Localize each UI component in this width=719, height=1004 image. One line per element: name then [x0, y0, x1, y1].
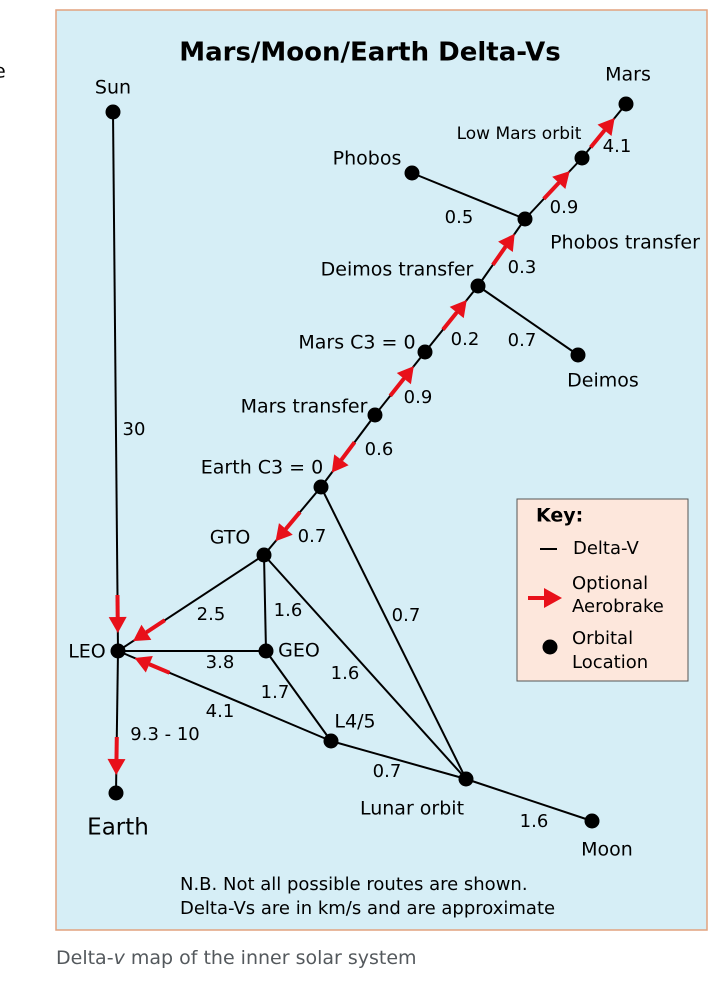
caption-part: v — [114, 947, 126, 969]
delta-v-label: 0.7 — [298, 526, 327, 547]
node-dot — [418, 345, 433, 360]
node-label: Deimos — [567, 370, 639, 392]
key-item: Orbital — [572, 628, 633, 649]
node-label: Earth — [87, 815, 149, 841]
delta-v-label: 0.7 — [373, 761, 402, 782]
caption-part: map of the inner solar system — [125, 947, 417, 969]
node-dot — [109, 786, 124, 801]
delta-v-label: 30 — [123, 419, 146, 440]
node-dot — [324, 734, 339, 749]
node-dot — [471, 279, 486, 294]
key-item: Location — [572, 652, 648, 673]
delta-v-label: 0.9 — [550, 197, 579, 218]
caption-part: Delta- — [56, 947, 114, 969]
node-label: Mars — [605, 64, 651, 86]
delta-v-label: 2.5 — [197, 604, 226, 625]
node-dot — [259, 644, 274, 659]
node-dot — [314, 480, 329, 495]
delta-v-label: 1.6 — [520, 811, 549, 832]
key-item: Optional — [572, 573, 648, 594]
node-dot — [518, 212, 533, 227]
delta-v-label: 1.7 — [261, 682, 290, 703]
node-label: LEO — [68, 641, 106, 663]
node-dot — [106, 105, 121, 120]
node-dot — [405, 166, 420, 181]
node-label: Phobos — [333, 148, 402, 170]
delta-v-label: 1.6 — [331, 663, 360, 684]
key-dot-icon — [543, 640, 558, 655]
node-label: Mars transfer — [241, 396, 368, 418]
delta-v-label: 4.1 — [206, 701, 235, 722]
node-dot — [619, 97, 634, 112]
delta-v-label: 0.2 — [451, 329, 480, 350]
delta-v-label: 3.8 — [206, 652, 235, 673]
node-label: GEO — [278, 640, 320, 662]
node-dot — [111, 644, 126, 659]
caption: Delta-v map of the inner solar system — [56, 947, 417, 969]
node-label: GTO — [210, 527, 251, 549]
key-item: Delta-V — [573, 538, 639, 559]
key-title: Key: — [536, 505, 583, 527]
delta-v-label: 0.6 — [365, 439, 394, 460]
node-dot — [459, 772, 474, 787]
cut-text: e — [0, 61, 6, 83]
node-dot — [257, 548, 272, 563]
delta-v-label: 0.5 — [445, 207, 474, 228]
node-label: Earth C3 = 0 — [201, 457, 323, 479]
note: Delta-Vs are in km/s and are approximate — [180, 898, 555, 919]
node-label: Mars C3 = 0 — [298, 332, 415, 354]
diagram-title: Mars/Moon/Earth Delta-Vs — [179, 38, 561, 68]
node-label: Sun — [95, 77, 131, 99]
node-dot — [575, 151, 590, 166]
delta-v-label: 0.3 — [508, 257, 537, 278]
node-label: L4/5 — [334, 711, 375, 733]
note: N.B. Not all possible routes are shown. — [180, 874, 528, 895]
node-label: Deimos transfer — [321, 259, 474, 281]
node-label: Low Mars orbit — [457, 124, 582, 144]
delta-v-label: 0.7 — [508, 330, 537, 351]
delta-v-label: 0.9 — [404, 387, 433, 408]
delta-v-label: 4.1 — [603, 136, 632, 157]
node-dot — [571, 348, 586, 363]
delta-v-label: 0.7 — [392, 605, 421, 626]
node-label: Lunar orbit — [360, 798, 464, 820]
delta-v-label: 9.3 - 10 — [130, 724, 199, 745]
node-dot — [368, 408, 383, 423]
node-label: Moon — [581, 839, 633, 861]
delta-v-label: 1.6 — [274, 600, 303, 621]
node-dot — [585, 814, 600, 829]
node-label: Phobos transfer — [550, 232, 700, 254]
key-item: Aerobrake — [572, 596, 664, 617]
